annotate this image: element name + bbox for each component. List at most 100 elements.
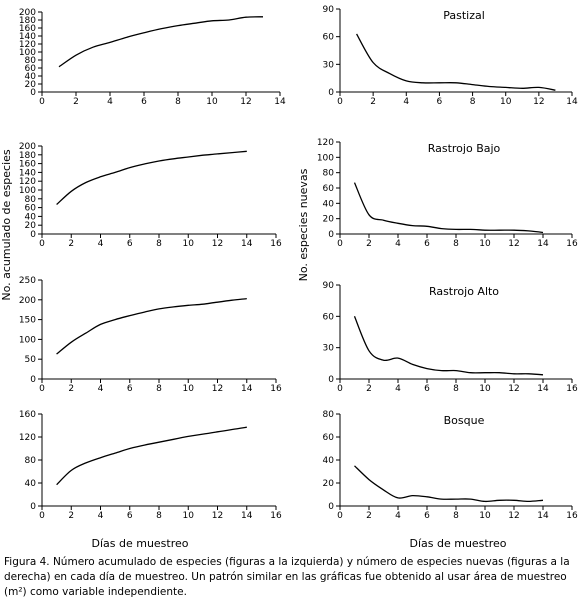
panel-title: Bosque — [444, 414, 485, 427]
x-tick-label: 16 — [566, 384, 578, 394]
x-tick-label: 0 — [39, 239, 45, 249]
y-tick-label: 100 — [317, 153, 334, 163]
y-tick-label: 0 — [30, 375, 36, 385]
x-tick-label: 12 — [212, 239, 223, 249]
y-tick-label: 0 — [30, 88, 36, 98]
x-tick-label: 2 — [366, 511, 372, 521]
x-tick-label: 16 — [270, 239, 282, 249]
panel-title: Rastrojo Bajo — [428, 142, 501, 155]
x-tick-label: 10 — [183, 511, 195, 521]
x-tick-label: 4 — [403, 97, 409, 107]
y-tick-label: 100 — [19, 48, 36, 58]
y-tick-label: 120 — [19, 177, 36, 187]
x-tick-label: 16 — [270, 511, 282, 521]
x-tick-label: 2 — [68, 239, 74, 249]
y-tick-label: 60 — [323, 184, 335, 194]
x-tick-label: 6 — [424, 384, 430, 394]
x-tick-label: 2 — [68, 511, 74, 521]
x-tick-label: 8 — [156, 384, 162, 394]
x-tick-label: 8 — [453, 239, 459, 249]
x-tick-label: 6 — [141, 97, 147, 107]
x-tick-label: 0 — [337, 97, 343, 107]
x-tick-label: 6 — [437, 97, 443, 107]
y-tick-label: 20 — [25, 221, 37, 231]
y-tick-label: 60 — [323, 312, 335, 322]
y-tick-label: 160 — [19, 410, 36, 420]
panel-title: Rastrojo Alto — [429, 285, 499, 298]
x-tick-label: 6 — [424, 239, 430, 249]
x-tick-label: 12 — [533, 97, 544, 107]
y-tick-label: 20 — [323, 479, 335, 489]
y-tick-label: 160 — [19, 160, 36, 170]
y-tick-label: 0 — [328, 502, 334, 512]
y-tick-label: 200 — [19, 142, 36, 152]
x-tick-label: 6 — [127, 511, 133, 521]
x-tick-label: 14 — [241, 511, 253, 521]
x-tick-label: 14 — [241, 384, 253, 394]
panel-right-2: 0 2 4 6 8 10 12 14 16 0 20 40 60 80 100 120 Rastrojo Baj… — [317, 138, 578, 249]
panel-title: Pastizal — [443, 9, 485, 22]
left-y-axis-label: No. acumulado de especies — [0, 149, 13, 301]
x-tick-label: 16 — [566, 239, 578, 249]
x-tick-label: 2 — [366, 384, 372, 394]
y-tick-label: 40 — [25, 212, 37, 222]
y-tick-label: 30 — [323, 344, 335, 354]
right-y-axis-label: No. especies nuevas — [297, 168, 310, 281]
x-tick-label: 8 — [156, 511, 162, 521]
x-tick-label: 6 — [424, 511, 430, 521]
series-line — [356, 33, 556, 91]
y-tick-label: 0 — [328, 88, 334, 98]
y-tick-label: 120 — [317, 138, 334, 148]
y-tick-label: 0 — [30, 502, 36, 512]
y-tick-label: 80 — [323, 410, 335, 420]
series-line — [56, 297, 247, 355]
y-tick-label: 80 — [25, 195, 37, 205]
y-tick-label: 40 — [25, 72, 37, 82]
y-tick-label: 0 — [328, 230, 334, 240]
y-tick-label: 250 — [19, 276, 36, 286]
x-tick-label: 0 — [39, 384, 45, 394]
y-tick-label: 80 — [323, 169, 335, 179]
y-tick-label: 140 — [19, 168, 36, 178]
series-line — [353, 182, 544, 234]
series-line — [58, 16, 264, 68]
x-tick-label: 16 — [270, 384, 282, 394]
figure-4: No. acumulado de especies No. especies n… — [0, 5, 578, 550]
panel-right-1: 0 2 4 6 8 10 12 14 0 30 60 90 Pastizal — [323, 5, 578, 107]
x-tick-label: 4 — [395, 239, 401, 249]
x-tick-label: 10 — [183, 384, 195, 394]
x-tick-label: 10 — [479, 384, 491, 394]
series-line — [56, 150, 247, 205]
x-tick-label: 8 — [175, 97, 181, 107]
x-tick-label: 4 — [107, 97, 113, 107]
x-tick-label: 2 — [370, 97, 376, 107]
panel-right-4: 0 2 4 6 8 10 12 14 16 0 20 40 60 80 Bosque — [323, 410, 578, 521]
y-tick-label: 60 — [323, 33, 335, 43]
x-tick-label: 2 — [68, 384, 74, 394]
y-tick-label: 50 — [25, 355, 37, 365]
y-tick-label: 80 — [25, 456, 37, 466]
x-tick-label: 10 — [500, 97, 512, 107]
x-tick-label: 0 — [337, 239, 343, 249]
x-tick-label: 12 — [240, 97, 251, 107]
x-tick-label: 12 — [508, 384, 519, 394]
x-tick-label: 10 — [183, 239, 195, 249]
x-tick-label: 12 — [212, 384, 223, 394]
x-tick-label: 4 — [98, 511, 104, 521]
y-tick-label: 60 — [25, 64, 37, 74]
x-tick-label: 4 — [98, 239, 104, 249]
y-tick-label: 160 — [19, 24, 36, 34]
x-tick-label: 14 — [566, 97, 578, 107]
y-tick-label: 90 — [323, 281, 335, 291]
x-tick-label: 6 — [127, 384, 133, 394]
y-tick-label: 120 — [19, 433, 36, 443]
left-x-axis-label: Días de muestreo — [91, 537, 188, 550]
y-tick-label: 100 — [19, 335, 36, 345]
x-tick-label: 12 — [508, 511, 519, 521]
x-tick-label: 0 — [39, 511, 45, 521]
y-tick-label: 20 — [323, 215, 335, 225]
y-tick-label: 120 — [19, 40, 36, 50]
y-tick-label: 20 — [25, 80, 37, 90]
